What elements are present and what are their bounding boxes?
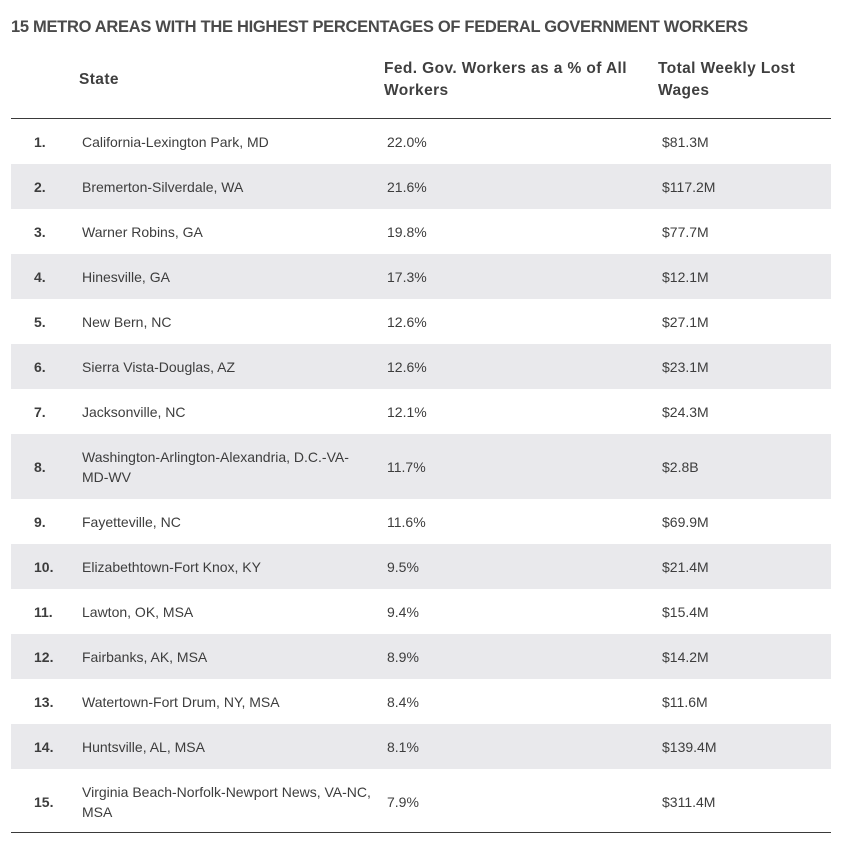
row-state: Lawton, OK, MSA xyxy=(82,603,194,620)
row-wages: $139.4M xyxy=(662,738,717,755)
row-rank: 9. xyxy=(34,513,46,530)
table-row: 1. California-Lexington Park, MD 22.0% $… xyxy=(11,119,831,164)
row-state: New Bern, NC xyxy=(82,313,172,330)
row-pct: 22.0% xyxy=(387,133,427,150)
row-rank: 6. xyxy=(34,358,46,375)
row-state: Bremerton-Silverdale, WA xyxy=(82,178,244,195)
row-rank: 5. xyxy=(34,313,46,330)
table-row: 12. Fairbanks, AK, MSA 8.9% $14.2M xyxy=(11,634,831,679)
table-row: 14. Huntsville, AL, MSA 8.1% $139.4M xyxy=(11,724,831,769)
row-rank: 8. xyxy=(34,458,46,475)
table-row: 8. Washington-Arlington-Alexandria, D.C.… xyxy=(11,434,831,499)
row-wages: $21.4M xyxy=(662,558,709,575)
column-header-wages: Total Weekly Lost Wages xyxy=(658,60,796,99)
row-rank: 11. xyxy=(34,603,53,620)
row-pct: 21.6% xyxy=(387,178,427,195)
row-state: California-Lexington Park, MD xyxy=(82,133,269,150)
column-header-pct: Fed. Gov. Workers as a % of All Workers xyxy=(384,60,627,99)
row-pct: 12.6% xyxy=(387,313,427,330)
table-row: 13. Watertown-Fort Drum, NY, MSA 8.4% $1… xyxy=(11,679,831,724)
table-row: 5. New Bern, NC 12.6% $27.1M xyxy=(11,299,831,344)
row-pct: 9.4% xyxy=(387,603,419,620)
row-state: Hinesville, GA xyxy=(82,268,170,285)
row-rank: 3. xyxy=(34,223,46,240)
row-rank: 13. xyxy=(34,693,54,710)
row-rank: 2. xyxy=(34,178,46,195)
row-state: Warner Robins, GA xyxy=(82,223,203,240)
table-row: 15. Virginia Beach-Norfolk-Newport News,… xyxy=(11,769,831,834)
row-state: Fairbanks, AK, MSA xyxy=(82,648,208,665)
row-state: Huntsville, AL, MSA xyxy=(82,738,205,755)
row-rank: 1. xyxy=(34,133,46,150)
table-row: 2. Bremerton-Silverdale, WA 21.6% $117.2… xyxy=(11,164,831,209)
row-wages: $14.2M xyxy=(662,648,709,665)
row-rank: 7. xyxy=(34,403,46,420)
row-pct: 7.9% xyxy=(387,793,419,810)
table-row: 6. Sierra Vista-Douglas, AZ 12.6% $23.1M xyxy=(11,344,831,389)
row-wages: $12.1M xyxy=(662,268,709,285)
table-row: 4. Hinesville, GA 17.3% $12.1M xyxy=(11,254,831,299)
table-header: State Fed. Gov. Workers as a % of All Wo… xyxy=(11,58,831,119)
row-pct: 19.8% xyxy=(387,223,427,240)
row-wages: $24.3M xyxy=(662,403,709,420)
row-pct: 8.9% xyxy=(387,648,419,665)
row-pct: 12.6% xyxy=(387,358,427,375)
row-rank: 15. xyxy=(34,793,54,810)
column-header-state: State xyxy=(79,71,119,88)
row-state: Virginia Beach-Norfolk-Newport News, VA-… xyxy=(82,783,371,820)
row-pct: 11.6% xyxy=(387,513,426,530)
table-row: 10. Elizabethtown-Fort Knox, KY 9.5% $21… xyxy=(11,544,831,589)
table-title: 15 METRO AREAS WITH THE HIGHEST PERCENTA… xyxy=(11,18,748,36)
row-wages: $23.1M xyxy=(662,358,709,375)
table-row: 11. Lawton, OK, MSA 9.4% $15.4M xyxy=(11,589,831,634)
row-state: Watertown-Fort Drum, NY, MSA xyxy=(82,693,280,710)
row-state: Washington-Arlington-Alexandria, D.C.-VA… xyxy=(82,448,349,485)
table-row: 7. Jacksonville, NC 12.1% $24.3M xyxy=(11,389,831,434)
row-pct: 12.1% xyxy=(387,403,427,420)
row-wages: $77.7M xyxy=(662,223,709,240)
row-rank: 4. xyxy=(34,268,46,285)
row-pct: 17.3% xyxy=(387,268,427,285)
row-pct: 9.5% xyxy=(387,558,419,575)
row-wages: $117.2M xyxy=(662,178,716,195)
row-rank: 12. xyxy=(34,648,54,665)
row-pct: 8.4% xyxy=(387,693,419,710)
table-body: 1. California-Lexington Park, MD 22.0% $… xyxy=(11,119,831,834)
row-rank: 10. xyxy=(34,558,54,575)
table-row: 3. Warner Robins, GA 19.8% $77.7M xyxy=(11,209,831,254)
row-state: Fayetteville, NC xyxy=(82,513,181,530)
row-pct: 8.1% xyxy=(387,738,419,755)
row-state: Elizabethtown-Fort Knox, KY xyxy=(82,558,261,575)
row-state: Sierra Vista-Douglas, AZ xyxy=(82,358,236,375)
row-wages: $11.6M xyxy=(662,693,708,710)
row-wages: $311.4M xyxy=(662,793,716,810)
row-pct: 11.7% xyxy=(387,458,426,475)
row-wages: $2.8B xyxy=(662,458,699,475)
table-bottom-rule xyxy=(11,832,831,833)
row-wages: $27.1M xyxy=(662,313,709,330)
table-row: 9. Fayetteville, NC 11.6% $69.9M xyxy=(11,499,831,544)
row-rank: 14. xyxy=(34,738,54,755)
row-wages: $81.3M xyxy=(662,133,709,150)
row-wages: $15.4M xyxy=(662,603,709,620)
row-state: Jacksonville, NC xyxy=(82,403,186,420)
row-wages: $69.9M xyxy=(662,513,709,530)
